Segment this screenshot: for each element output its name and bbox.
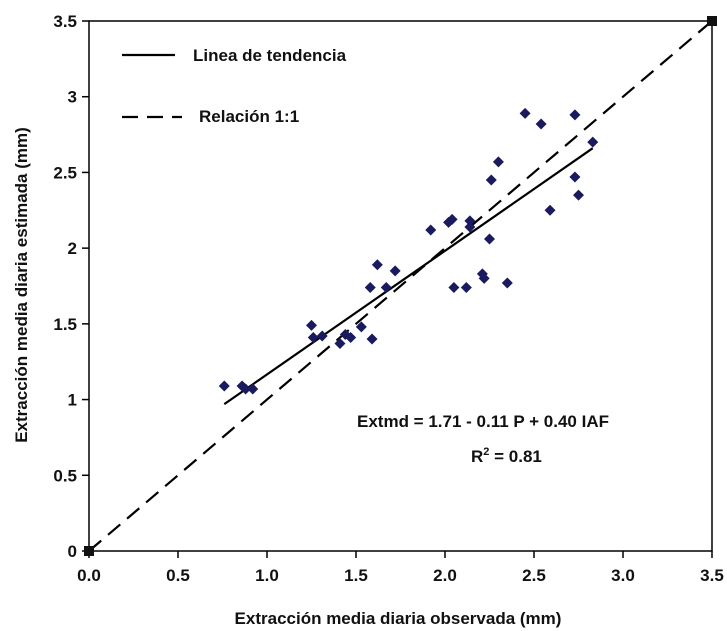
r-squared-label: R2 = 0.81 [471, 446, 542, 466]
x-tick-label: 1.5 [344, 566, 368, 585]
data-point [544, 204, 556, 216]
data-point [484, 233, 495, 245]
x-tick-label: 2.0 [433, 566, 457, 585]
legend-label-identity: Relación 1:1 [199, 107, 299, 126]
identity-endpoint-marker [707, 16, 717, 26]
data-point [501, 277, 513, 289]
data-point [334, 338, 346, 350]
x-tick-label: 3.5 [700, 566, 724, 585]
x-tick-label: 3.0 [611, 566, 635, 585]
y-tick-label: 1 [68, 391, 77, 410]
x-axis-title: Extracción media diaria observada (mm) [235, 609, 562, 628]
data-point [478, 272, 490, 284]
identity-line [88, 20, 713, 552]
data-point [569, 109, 581, 121]
data-point [448, 282, 460, 294]
y-tick-label: 1.5 [53, 315, 77, 334]
y-tick-label: 0 [68, 542, 77, 561]
y-axis-title: Extracción media diaria estimada (mm) [12, 127, 31, 443]
data-point [364, 282, 376, 294]
legend-label-trendline: Linea de tendencia [193, 46, 347, 65]
r-squared-superscript: 2 [483, 446, 489, 458]
data-point [218, 380, 230, 392]
data-point [569, 171, 581, 183]
axis-ticks: 0.0 0.5 1.0 1.5 2.0 2.5 3.0 3.5 0 0.5 1 1.5 2 2.5 3 3.5 [53, 12, 723, 585]
y-tick-label: 2 [68, 239, 77, 258]
x-tick-label: 0.0 [77, 566, 101, 585]
legend: Linea de tendencia Relación 1:1 [122, 46, 347, 126]
y-tick-label: 3.5 [53, 12, 77, 31]
data-point [371, 259, 383, 271]
y-tick-label: 2.5 [53, 163, 77, 182]
data-point [425, 224, 437, 236]
x-tick-label: 0.5 [166, 566, 190, 585]
y-tick-label: 0.5 [53, 466, 77, 485]
data-point [345, 331, 357, 343]
data-point [306, 319, 317, 331]
data-point [446, 213, 458, 225]
chart-lines [88, 20, 713, 552]
identity-endpoint-marker [84, 546, 94, 556]
r-squared-base: R [471, 447, 483, 466]
y-tick-label: 3 [68, 88, 77, 107]
data-point [492, 156, 504, 168]
regression-equation: Extmd = 1.71 - 0.11 P + 0.40 IAF [357, 412, 609, 431]
data-point [464, 221, 476, 233]
data-point [519, 107, 531, 119]
data-point [464, 215, 476, 227]
data-point [587, 136, 599, 148]
x-tick-label: 2.5 [522, 566, 546, 585]
data-point [316, 330, 328, 342]
data-point [355, 321, 367, 333]
data-point [485, 174, 497, 186]
data-point [307, 331, 319, 343]
x-tick-label: 1.0 [255, 566, 279, 585]
data-point [380, 282, 392, 294]
data-point [366, 333, 378, 345]
data-point [460, 282, 472, 294]
trend-line [223, 147, 594, 406]
data-point [535, 118, 547, 130]
plot-area [88, 20, 713, 552]
r-squared-value: = 0.81 [489, 447, 541, 466]
data-point [389, 265, 401, 277]
data-points [84, 16, 717, 556]
data-point [573, 189, 584, 201]
data-point [240, 383, 252, 395]
data-point [247, 383, 259, 395]
